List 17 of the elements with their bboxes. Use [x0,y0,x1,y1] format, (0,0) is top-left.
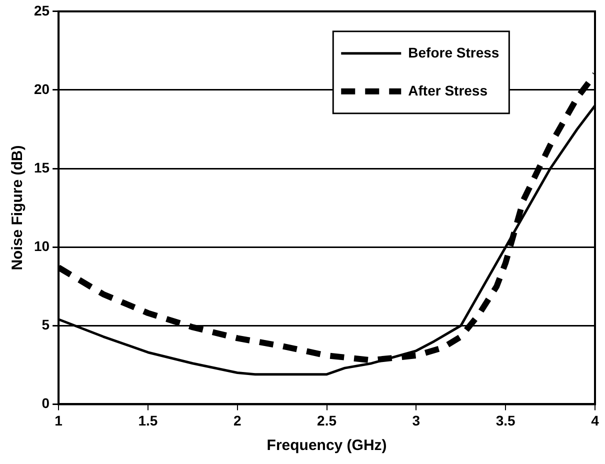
x-axis-title: Frequency (GHz) [266,437,387,454]
y-tick-label: 25 [34,2,50,18]
y-tick-label: 10 [34,238,50,254]
y-tick-label: 20 [34,80,50,97]
y-tick-label: 5 [42,316,50,332]
x-tick-label: 1.5 [138,412,158,428]
legend-label: Before Stress [408,44,500,60]
y-tick-label: 0 [42,395,50,412]
x-tick-label: 3.5 [496,412,516,428]
legend-label: After Stress [408,82,488,98]
x-tick-label: 3 [412,412,420,428]
x-tick-label: 4 [591,412,600,428]
y-tick-label: 15 [34,159,50,176]
x-tick-label: 2.5 [317,412,337,428]
x-tick-label: 1 [54,412,63,428]
x-tick-label: 2 [233,412,242,428]
y-axis-title: Noise Figure (dB) [9,145,26,270]
